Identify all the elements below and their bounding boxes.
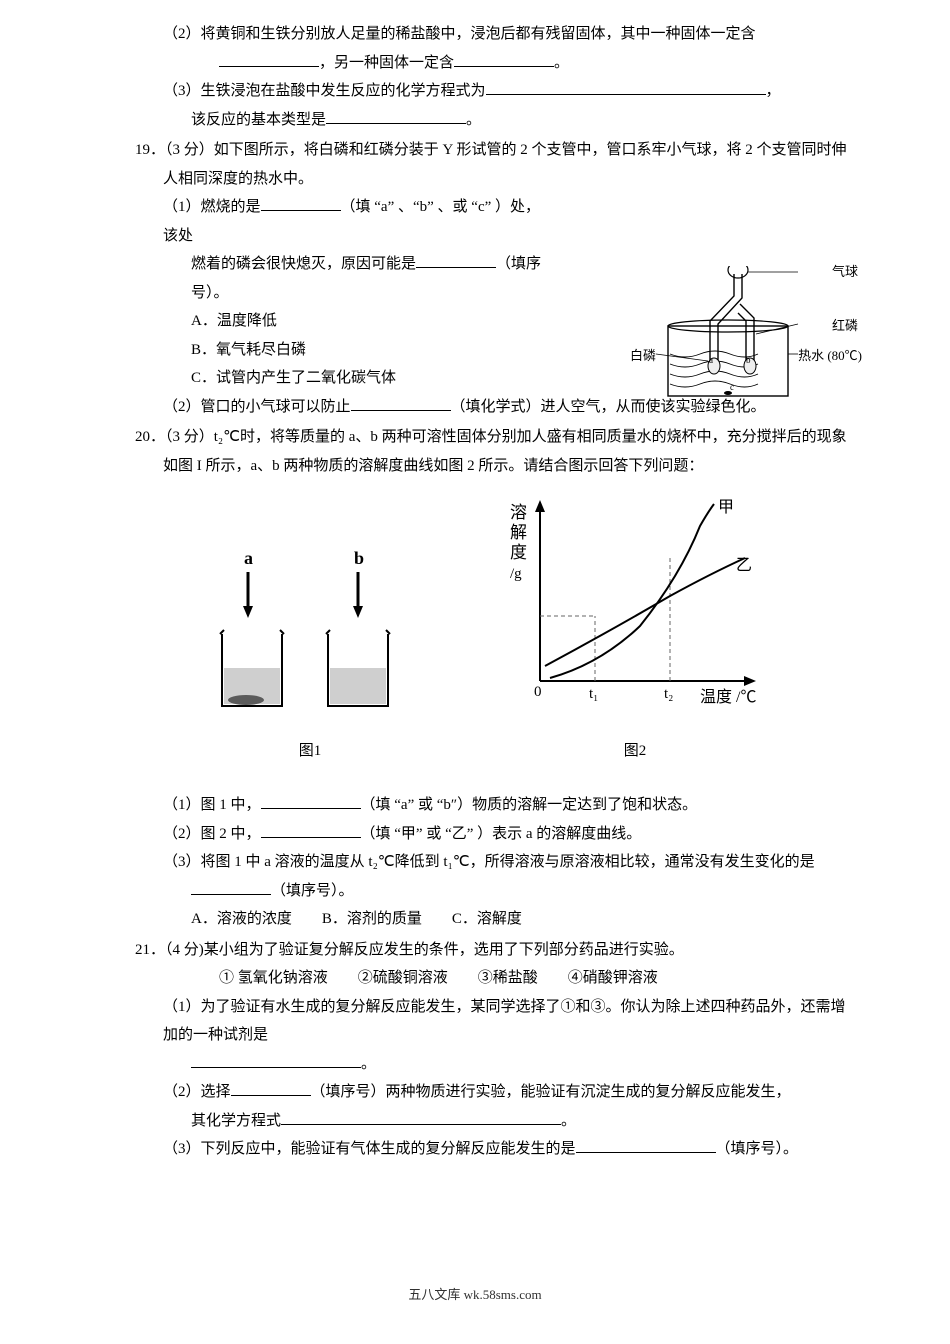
svg-text:a: a xyxy=(244,548,253,568)
q21-part1: （1）为了验证有水生成的复分解反应能发生，某同学选择了①和③。你认为除上述四种药… xyxy=(135,993,855,1050)
q19-part1-line2: 燃着的磷会很快熄灭，原因可能是（填序号）。 xyxy=(135,250,575,307)
q18-part3-line2: 该反应的基本类型是。 xyxy=(135,106,855,135)
q20-part3: （3）将图 1 中 a 溶液的温度从 t₂℃降低到 t₁℃，所得溶液与原溶液相比… xyxy=(135,848,855,877)
svg-text:b: b xyxy=(354,548,364,568)
svg-text:0: 0 xyxy=(534,684,542,700)
blank xyxy=(326,107,466,124)
page-footer: 五八文库 wk.58sms.com xyxy=(0,1283,950,1308)
svg-text:温度 /℃: 温度 /℃ xyxy=(700,688,756,706)
blank xyxy=(231,1080,311,1097)
q21-part2a: （2）选择（填序号）两种物质进行实验，能验证有沉淀生成的复分解反应能发生， xyxy=(135,1078,855,1107)
q20-part1: （1）图 1 中，（填 “a” 或 “b″）物质的溶解一定达到了饱和状态。 xyxy=(135,791,855,820)
blank xyxy=(219,50,319,67)
label-hotwater: 热水 (80℃) xyxy=(798,344,862,369)
figure-y-tube: a b c 气球 红磷 热水 (80℃) 白磷 xyxy=(638,266,858,406)
fig1-caption: 图1 xyxy=(210,737,410,766)
q21-part3: （3）下列反应中，能验证有气体生成的复分解反应能发生的是（填序号）。 xyxy=(135,1135,855,1164)
svg-text:度: 度 xyxy=(510,543,527,562)
label-white-phos: 白磷 xyxy=(630,344,656,369)
figure-20-right: 0 溶 解 度 /g 温度 /℃ t₁ t₂ 乙 甲 xyxy=(490,496,780,765)
q18-part3-line1: （3）生铁浸泡在盐酸中发生反应的化学方程式为， xyxy=(135,77,855,106)
q21-part2b: 其化学方程式。 xyxy=(135,1107,855,1136)
q21-part1-blank: 。 xyxy=(135,1050,855,1079)
blank xyxy=(281,1108,561,1125)
svg-text:解: 解 xyxy=(510,523,527,542)
figure-20-row: a b 图1 xyxy=(135,496,855,765)
svg-text:溶: 溶 xyxy=(510,503,527,522)
blank xyxy=(486,79,766,96)
q19-stem: 19．（3 分）如下图所示，将白磷和红磷分装于 Y 形试管的 2 个支管中，管口… xyxy=(135,136,855,193)
blank xyxy=(261,793,361,810)
q21-stem: 21．（4 分)某小组为了验证复分解反应发生的条件，选用了下列部分药品进行实验。 xyxy=(135,936,855,965)
blank xyxy=(261,821,361,838)
blank xyxy=(576,1137,716,1154)
question-18-fragment: （2）将黄铜和生铁分别放人足量的稀盐酸中，浸泡后都有残留固体，其中一种固体一定含… xyxy=(135,20,855,134)
q20-options: A．溶液的浓度 B．溶剂的质量 C．溶解度 xyxy=(135,905,855,934)
q19-part1-line1: （1）燃烧的是（填 “a” 、“b” 、或 “c” ）处， xyxy=(135,193,575,222)
blank xyxy=(416,252,496,269)
svg-text:乙: 乙 xyxy=(736,557,752,574)
svg-text:a: a xyxy=(709,355,713,365)
svg-text:c: c xyxy=(730,382,734,392)
label-balloon: 气球 xyxy=(832,260,858,285)
label-red-phos: 红磷 xyxy=(832,314,858,339)
q20-part3b: （填序号）。 xyxy=(135,877,855,906)
svg-text:/g: /g xyxy=(510,566,522,582)
svg-text:b: b xyxy=(746,355,751,365)
question-20: 20．（3 分）t₂℃时，将等质量的 a、b 两种可溶性固体分别加人盛有相同质量… xyxy=(135,423,855,934)
svg-text:t₂: t₂ xyxy=(664,686,673,702)
blank xyxy=(191,878,271,895)
blank xyxy=(351,394,451,411)
svg-text:t₁: t₁ xyxy=(589,686,598,702)
fig2-caption: 图2 xyxy=(490,737,780,766)
q19-part1-line1b: 该处 xyxy=(135,222,855,251)
figure-20-left: a b 图1 xyxy=(210,546,410,765)
q21-reagents: ① 氢氧化钠溶液 ②硫酸铜溶液 ③稀盐酸 ④硝酸钾溶液 xyxy=(135,964,855,993)
blank xyxy=(261,195,341,212)
q18-part2-line1: （2）将黄铜和生铁分别放人足量的稀盐酸中，浸泡后都有残留固体，其中一种固体一定含 xyxy=(135,20,855,49)
q20-part2: （2）图 2 中，（填 “甲” 或 “乙” ）表示 a 的溶解度曲线。 xyxy=(135,820,855,849)
svg-text:甲: 甲 xyxy=(718,499,734,516)
blank xyxy=(191,1051,361,1068)
blank xyxy=(454,50,554,67)
q18-part2-line2: ，另一种固体一定含。 xyxy=(135,49,855,78)
q20-stem: 20．（3 分）t₂℃时，将等质量的 a、b 两种可溶性固体分别加人盛有相同质量… xyxy=(135,423,855,480)
question-21: 21．（4 分)某小组为了验证复分解反应发生的条件，选用了下列部分药品进行实验。… xyxy=(135,936,855,1164)
